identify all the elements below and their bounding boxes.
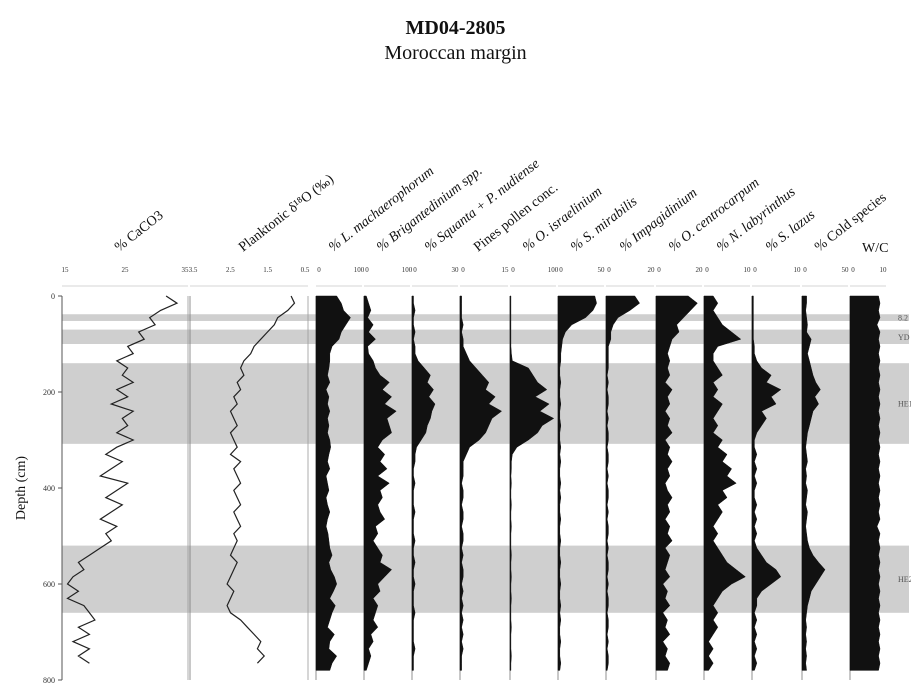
chart-title: MD04-2805 (405, 17, 506, 39)
depth-tick-label: 800 (43, 676, 55, 685)
depth-tick-label: 0 (51, 292, 55, 301)
panel-tick-label: 0 (851, 266, 855, 274)
event-band (62, 329, 909, 344)
panel-tick-label: 3.5 (189, 266, 198, 274)
panel-nlab (703, 295, 746, 680)
panel-tick-label: 0.5 (301, 266, 310, 274)
panel-cold (801, 295, 826, 680)
panel-tick-label: 50 (842, 266, 850, 274)
series-area (849, 295, 881, 671)
panel-smir (557, 295, 597, 680)
panel-tick-label: 20 (696, 266, 704, 274)
panel-tick-label: 10 (794, 266, 802, 274)
series-line (226, 295, 296, 664)
panel-tick-label: 0 (559, 266, 563, 274)
panel-tick-label: 100 (354, 266, 365, 274)
panel-tick-label: 0 (607, 266, 611, 274)
panel-slaz (751, 295, 782, 680)
event-band (62, 314, 909, 321)
series-area (751, 295, 782, 671)
panel-ocen (655, 295, 698, 680)
series-area (703, 295, 746, 671)
depth-axis-label: Depth (cm) (14, 456, 29, 520)
panel-tick-label: 0 (753, 266, 757, 274)
series-area (557, 295, 597, 671)
panel-lmach (315, 295, 351, 680)
chart-subtitle: Moroccan margin (384, 42, 527, 64)
panel-tick-label: 0 (365, 266, 369, 274)
event-band (62, 545, 909, 613)
panel-oisr (509, 295, 555, 680)
series-area (363, 295, 397, 671)
panel-tick-label: 30 (452, 266, 460, 274)
series-line (66, 295, 179, 664)
panel-tick-label: 100 (548, 266, 559, 274)
panel-tick-label: 15 (502, 266, 510, 274)
panel-tick-label: 0 (413, 266, 417, 274)
panel-d18o (189, 295, 309, 680)
series-area (459, 295, 503, 671)
panel-tick-label: 50 (598, 266, 606, 274)
panel-tick-label: 2.5 (226, 266, 235, 274)
panel-tick-label: 20 (648, 266, 656, 274)
panel-tick-label: 0 (705, 266, 709, 274)
panel-squanta (411, 295, 436, 680)
panel-tick-label: 0 (317, 266, 321, 274)
panel-caco3 (61, 295, 189, 680)
panel-tick-label: 1.5 (263, 266, 272, 274)
panel-tick-label: 35 (182, 266, 190, 274)
depth-tick-label: 400 (43, 484, 55, 493)
series-area (315, 295, 351, 671)
series-area (605, 295, 640, 671)
panel-wc (849, 295, 881, 680)
series-area (509, 295, 555, 671)
panel-tick-label: 0 (803, 266, 807, 274)
event-band-label: HE1 (898, 400, 911, 409)
panel-tick-label: 0 (461, 266, 465, 274)
depth-tick-label: 600 (43, 580, 55, 589)
panel-label: W/C (862, 241, 888, 256)
event-band-label: HE2 (898, 575, 911, 584)
depth-tick-label: 200 (43, 388, 55, 397)
panel-impa (605, 295, 640, 680)
panel-pines (459, 295, 503, 680)
series-area (801, 295, 826, 671)
panel-tick-label: 0 (511, 266, 515, 274)
panel-tick-label: 100 (402, 266, 413, 274)
event-band-label: 8.2 (898, 314, 908, 323)
panel-label: % CaCO3 (112, 208, 166, 255)
panel-tick-label: 0 (657, 266, 661, 274)
event-band-label: YD (898, 333, 910, 342)
panel-tick-label: 10 (744, 266, 752, 274)
panel-label: Pines pollen conc. (471, 180, 561, 255)
panel-tick-label: 15 (62, 266, 70, 274)
series-area (655, 295, 698, 671)
series-area (411, 295, 436, 671)
panel-brig (363, 295, 397, 680)
panel-tick-label: 25 (122, 266, 130, 274)
panel-label: Planktonic δ¹⁸O (‰) (236, 172, 337, 255)
panel-tick-label: 10 (880, 266, 888, 274)
